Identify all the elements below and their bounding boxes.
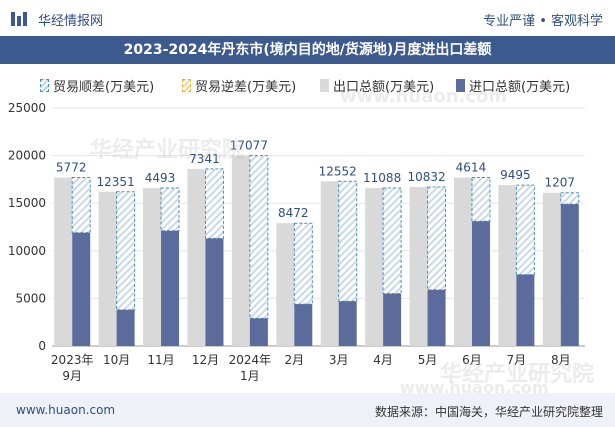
export-bar	[54, 177, 73, 346]
y-tick-label: 20000	[8, 149, 46, 163]
import-bar	[72, 232, 91, 346]
x-tick-label: 2023年	[51, 353, 94, 367]
chart-area: 0 5000 10000 15000 20000 25000 5772 2023年 9月 1235…	[8, 101, 585, 383]
surplus-bar	[427, 186, 447, 291]
x-tick-label: 6月	[462, 353, 482, 367]
title-bar: 2023-2024年丹东市(境内目的地/货源地)月度进出口差额	[0, 36, 615, 64]
y-tick-label: 15000	[8, 196, 46, 210]
export-bar	[231, 155, 250, 346]
y-tick-label: 25000	[8, 101, 46, 115]
import-bar	[116, 309, 135, 346]
export-bar	[498, 185, 517, 346]
export-bar	[143, 187, 162, 346]
website-link[interactable]: www.huaon.com	[16, 403, 116, 417]
surplus-data-label: 8472	[278, 206, 309, 220]
surplus-bar	[382, 187, 402, 295]
legend-label-deficit: 贸易逆差(万美元)	[195, 80, 297, 95]
y-tick-label: 0	[38, 339, 46, 353]
surplus-data-label: 9495	[500, 168, 531, 182]
legend-swatch-deficit	[182, 79, 191, 92]
legend-item-import: 进口总额(万美元)	[456, 76, 570, 95]
import-bar	[471, 221, 490, 346]
surplus-data-label: 11088	[363, 171, 401, 185]
surplus-bar	[204, 168, 224, 239]
x-tick-label: 4月	[373, 353, 393, 367]
legend-item-surplus: 贸易顺差(万美元)	[40, 76, 154, 95]
x-tick-label: 2月	[284, 353, 304, 367]
legend-label-surplus: 贸易顺差(万美元)	[53, 80, 155, 95]
export-bar	[365, 187, 384, 346]
watermark-url: www.huaon.com	[340, 86, 508, 107]
legend-item-deficit: 贸易逆差(万美元)	[182, 76, 296, 95]
x-tick-label: 2024年	[229, 353, 272, 367]
legend-label-export: 出口总额(万美元)	[333, 80, 435, 95]
surplus-bar	[515, 184, 535, 276]
export-bar	[98, 191, 117, 346]
x-tick-label: 8月	[551, 353, 571, 367]
surplus-bar	[71, 176, 91, 234]
y-tick-label: 5000	[15, 291, 46, 305]
brand-tags: 专业严谨 • 客观科学	[483, 14, 603, 29]
x-tick-label: 9月	[62, 369, 82, 383]
x-tick-label: 7月	[507, 353, 527, 367]
surplus-bar	[293, 222, 313, 305]
export-bar	[409, 187, 428, 346]
surplus-data-label: 10832	[407, 170, 445, 184]
import-bar	[560, 204, 579, 346]
top-bar: 华经情报网 专业严谨 • 客观科学	[0, 0, 615, 36]
surplus-data-label: 17077	[230, 139, 268, 153]
footer-bar: www.huaon.com 数据来源：中国海关，华经产业研究院整理	[0, 393, 615, 427]
surplus-bar	[116, 191, 136, 311]
x-tick-label: 10月	[103, 353, 130, 367]
import-bar	[427, 289, 446, 346]
surplus-data-label: 12351	[97, 175, 135, 189]
x-tick-label: 5月	[418, 353, 438, 367]
x-tick-label: 11月	[147, 353, 174, 367]
import-bar	[249, 318, 268, 346]
watermark-text-2: 华经产业研究院	[440, 362, 595, 387]
legend-item-export: 出口总额(万美元)	[320, 76, 434, 95]
surplus-data-label: 4614	[456, 160, 487, 174]
import-bar	[294, 304, 313, 346]
legend-swatch-import	[456, 79, 465, 92]
surplus-bar	[160, 187, 180, 232]
chart-title: 2023-2024年丹东市(境内目的地/货源地)月度进出口差额	[123, 42, 492, 58]
import-bar	[383, 293, 402, 346]
data-source: 数据来源：中国海关，华经产业研究院整理	[374, 405, 603, 419]
surplus-bar	[560, 192, 580, 205]
legend-label-import: 进口总额(万美元)	[469, 80, 571, 95]
logo-icon	[11, 12, 27, 26]
legend-swatch-export	[320, 79, 329, 92]
surplus-data-label: 12552	[319, 164, 357, 178]
import-bar	[516, 274, 535, 346]
surplus-bar	[471, 176, 491, 222]
export-bar	[320, 181, 339, 346]
watermark-url-2: www.huaon.com	[400, 378, 549, 397]
y-tick-label: 10000	[8, 244, 46, 258]
export-bar	[276, 223, 295, 346]
import-bar	[205, 238, 224, 346]
surplus-data-label: 1207	[545, 176, 576, 190]
legend-swatch-surplus	[40, 79, 49, 92]
surplus-bar	[249, 155, 269, 319]
chart-legend: 贸易顺差(万美元) 贸易逆差(万美元) 出口总额(万美元) 进口总额(万美元)	[36, 76, 596, 96]
brand-name: 华经情报网	[38, 14, 104, 29]
import-bar	[338, 301, 357, 346]
surplus-data-label: 5772	[56, 160, 87, 174]
x-tick-label: 3月	[329, 353, 349, 367]
surplus-bar	[338, 180, 358, 302]
export-bar	[453, 177, 472, 346]
x-tick-label: 12月	[192, 353, 219, 367]
surplus-data-label: 7341	[189, 152, 220, 166]
import-bar	[161, 230, 180, 346]
x-tick-label: 1月	[240, 369, 260, 383]
surplus-data-label: 4493	[145, 171, 176, 185]
export-bar	[187, 168, 206, 346]
export-bar	[542, 192, 561, 346]
watermark-text: 华经产业研究院	[90, 138, 245, 163]
